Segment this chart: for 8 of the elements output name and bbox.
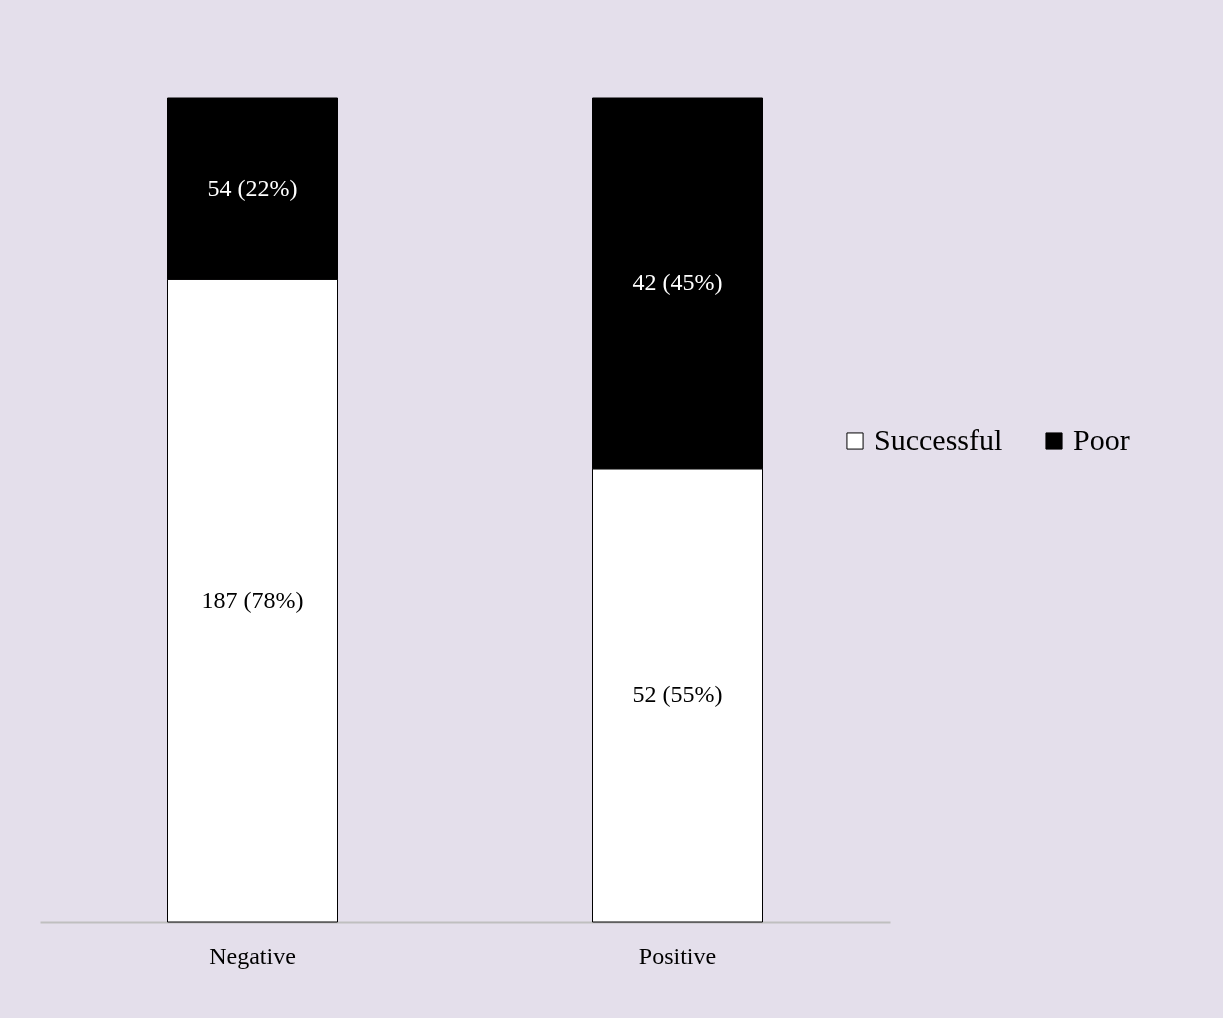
data-label: 54 (22%) xyxy=(207,174,298,201)
x-tick-label: Negative xyxy=(209,942,296,969)
legend-label: Poor xyxy=(1073,423,1130,456)
data-label: 42 (45%) xyxy=(632,269,723,296)
data-label: 187 (78%) xyxy=(201,586,304,613)
legend-label: Successful xyxy=(874,423,1003,456)
data-label: 52 (55%) xyxy=(632,681,723,708)
x-tick-label: Positive xyxy=(638,942,717,969)
